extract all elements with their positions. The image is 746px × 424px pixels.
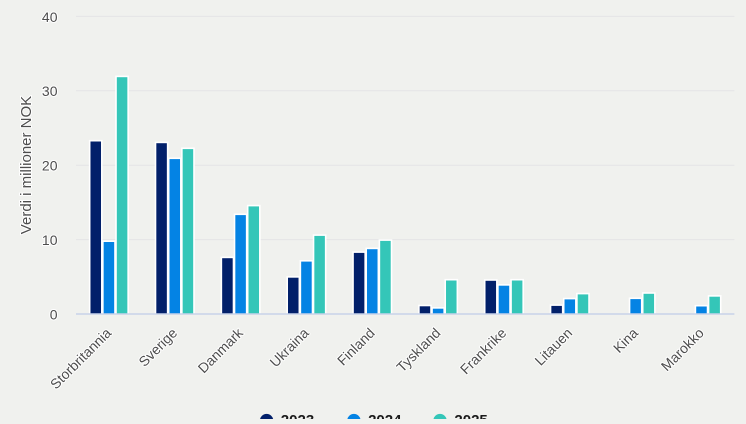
svg-text:40: 40: [42, 9, 58, 25]
svg-text:2025: 2025: [454, 412, 487, 419]
svg-text:10: 10: [42, 232, 58, 248]
svg-text:30: 30: [42, 83, 58, 99]
svg-text:0: 0: [50, 306, 58, 322]
svg-text:2023: 2023: [281, 412, 314, 419]
svg-text:2024: 2024: [368, 412, 402, 419]
svg-text:Verdi i millioner NOK: Verdi i millioner NOK: [18, 96, 35, 234]
svg-text:20: 20: [42, 158, 58, 174]
